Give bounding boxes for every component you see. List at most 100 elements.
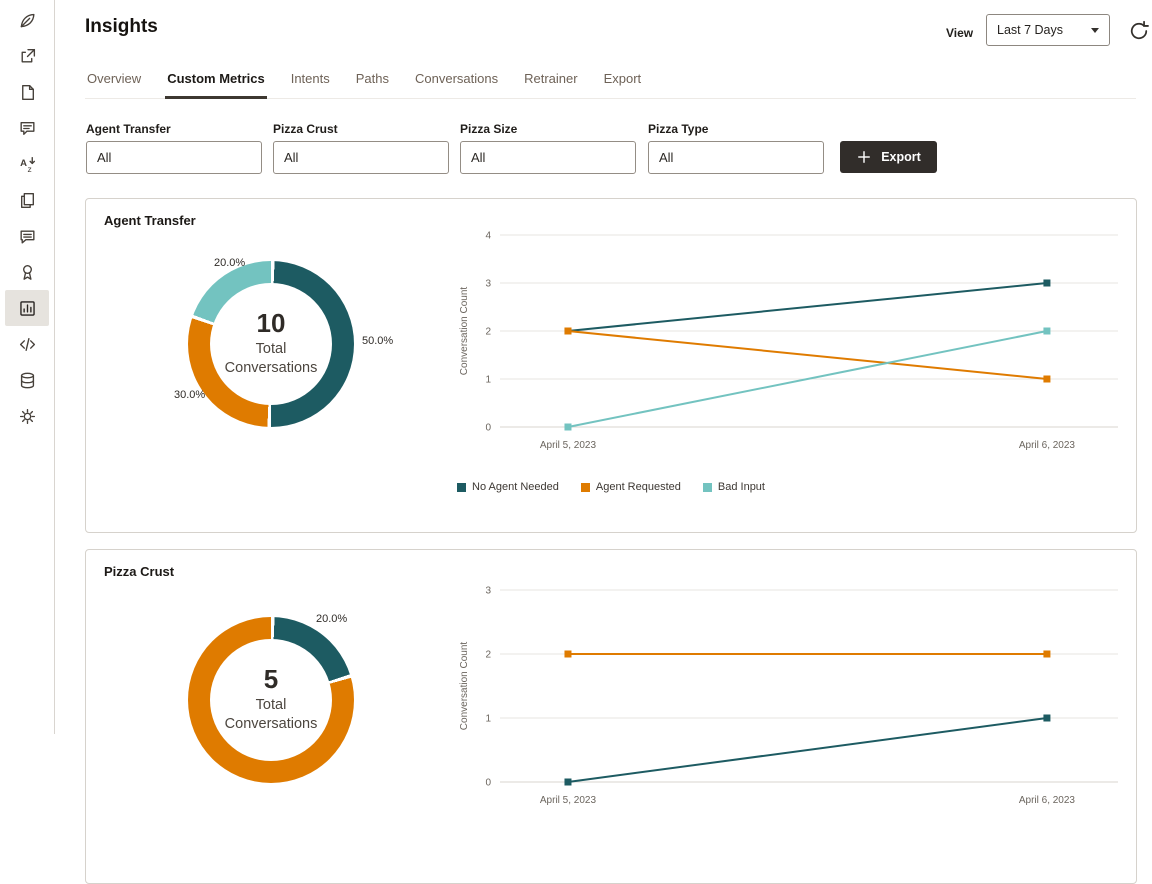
release-icon bbox=[21, 48, 35, 62]
filter-value: All bbox=[97, 150, 112, 165]
filter-value: All bbox=[471, 150, 486, 165]
plus-icon bbox=[858, 151, 870, 163]
sidebar-item-feather[interactable] bbox=[5, 2, 49, 38]
export-button-label: Export bbox=[881, 150, 921, 164]
filter-value: All bbox=[284, 150, 299, 165]
svg-text:3: 3 bbox=[485, 279, 491, 290]
code-icon bbox=[19, 337, 35, 351]
export-button[interactable]: Export bbox=[840, 141, 937, 173]
filter-label: Pizza Crust bbox=[273, 122, 338, 136]
svg-text:1: 1 bbox=[485, 375, 491, 386]
donut-total-label: Total Conversations bbox=[224, 696, 318, 733]
card-agent-transfer: Agent Transfer 10 Total Conversations 20… bbox=[85, 198, 1137, 533]
legend-label: No Agent Needed bbox=[472, 481, 559, 493]
refresh-button[interactable] bbox=[1128, 20, 1150, 42]
filter-label: Agent Transfer bbox=[86, 122, 171, 136]
pizza-crust-donut-chart: 5 Total Conversations bbox=[188, 617, 354, 783]
badge-icon bbox=[22, 264, 32, 280]
chevron-down-icon bbox=[1091, 27, 1099, 33]
filter-agent-transfer: Agent Transfer All bbox=[86, 122, 262, 174]
card-title: Agent Transfer bbox=[104, 213, 196, 228]
tab-custom-metrics[interactable]: Custom Metrics bbox=[165, 71, 267, 99]
donut-percent-label: 50.0% bbox=[362, 335, 394, 347]
donut-percent-label: 20.0% bbox=[316, 613, 348, 625]
svg-text:2: 2 bbox=[485, 327, 491, 338]
view-label: View bbox=[946, 26, 974, 40]
tab-bar: Overview Custom Metrics Intents Paths Co… bbox=[85, 71, 1136, 99]
insights-icon bbox=[19, 300, 35, 316]
tab-export[interactable]: Export bbox=[603, 71, 642, 86]
filter-pizza-type: Pizza Type All bbox=[648, 122, 824, 174]
donut-total-value: 5 bbox=[263, 664, 279, 695]
donut-center: 5 Total Conversations bbox=[210, 639, 332, 761]
tab-retrainer[interactable]: Retrainer bbox=[524, 71, 578, 86]
pizza-crust-line-chart: 0 1 2 3 Conversation Count April 5, 2023 April… bbox=[459, 586, 1118, 806]
card-pizza-crust: Pizza Crust 5 Total Conversations 20.0% … bbox=[85, 549, 1137, 884]
filter-agent-transfer-input[interactable]: All bbox=[86, 141, 262, 174]
refresh-icon bbox=[1130, 20, 1149, 40]
chat-icon bbox=[19, 121, 35, 135]
svg-text:z: z bbox=[27, 163, 31, 173]
svg-text:A: A bbox=[20, 158, 27, 169]
svg-text:April 6, 2023: April 6, 2023 bbox=[1019, 440, 1076, 451]
svg-text:April 5, 2023: April 5, 2023 bbox=[540, 795, 597, 806]
svg-text:Conversation Count: Conversation Count bbox=[459, 287, 470, 376]
sidebar-item-code[interactable] bbox=[5, 326, 49, 362]
svg-text:2: 2 bbox=[485, 650, 491, 661]
agent-transfer-donut-chart: 10 Total Conversations bbox=[188, 261, 354, 427]
tab-conversations[interactable]: Conversations bbox=[415, 71, 499, 86]
donut-total-label: Total Conversations bbox=[224, 340, 318, 377]
conversation-icon bbox=[19, 230, 35, 244]
sidebar-item-file[interactable] bbox=[5, 74, 49, 110]
sidebar-item-badge[interactable] bbox=[5, 254, 49, 290]
svg-text:1: 1 bbox=[485, 714, 491, 725]
tab-overview[interactable]: Overview bbox=[87, 71, 142, 86]
legend-label: Bad Input bbox=[717, 481, 765, 493]
chart-legend: No Agent Needed Agent Requested Bad Inpu… bbox=[86, 481, 1136, 493]
svg-text:4: 4 bbox=[485, 231, 491, 242]
sidebar-item-copy[interactable] bbox=[5, 182, 49, 218]
svg-text:Conversation Count: Conversation Count bbox=[459, 642, 470, 731]
filter-pizza-size: Pizza Size All bbox=[460, 122, 636, 174]
filter-pizza-type-input[interactable]: All bbox=[648, 141, 824, 174]
legend-swatch bbox=[457, 482, 467, 492]
settings-icon bbox=[19, 408, 35, 424]
page-title: Insights bbox=[85, 16, 158, 37]
legend-item: Bad Input bbox=[702, 481, 765, 493]
tab-intents[interactable]: Intents bbox=[290, 71, 330, 86]
svg-text:3: 3 bbox=[485, 586, 491, 597]
feather-icon bbox=[20, 13, 35, 27]
agent-transfer-line-chart: 0 1 2 3 4 Conversation Count April 5, 2023 Apri… bbox=[459, 231, 1118, 451]
period-dropdown[interactable]: Last 7 Days bbox=[986, 14, 1110, 46]
legend-item: Agent Requested bbox=[580, 481, 681, 493]
tab-paths[interactable]: Paths bbox=[355, 71, 389, 86]
sidebar-item-settings[interactable] bbox=[5, 398, 49, 434]
svg-text:April 5, 2023: April 5, 2023 bbox=[540, 440, 597, 451]
svg-text:0: 0 bbox=[485, 423, 491, 434]
file-icon bbox=[21, 84, 34, 100]
filter-value: All bbox=[659, 150, 674, 165]
legend-label: Agent Requested bbox=[595, 481, 681, 493]
legend-swatch bbox=[702, 482, 712, 492]
sidebar-item-insights[interactable] bbox=[5, 290, 49, 326]
donut-center: 10 Total Conversations bbox=[210, 283, 332, 405]
period-value: Last 7 Days bbox=[997, 23, 1064, 37]
sidebar-item-conversation[interactable] bbox=[5, 218, 49, 254]
sidebar-item-release[interactable] bbox=[5, 38, 49, 74]
filter-label: Pizza Type bbox=[648, 122, 709, 136]
sidebar-item-chat[interactable] bbox=[5, 110, 49, 146]
donut-percent-label: 20.0% bbox=[214, 257, 246, 269]
copy-icon bbox=[20, 192, 34, 208]
filter-pizza-crust-input[interactable]: All bbox=[273, 141, 449, 174]
sidebar-item-database[interactable] bbox=[5, 362, 49, 398]
legend-swatch bbox=[580, 482, 590, 492]
database-icon bbox=[20, 372, 34, 388]
svg-text:0: 0 bbox=[485, 778, 491, 789]
svg-text:April 6, 2023: April 6, 2023 bbox=[1019, 795, 1076, 806]
filter-pizza-size-input[interactable]: All bbox=[460, 141, 636, 174]
donut-total-value: 10 bbox=[256, 308, 286, 339]
donut-percent-label: 30.0% bbox=[174, 389, 206, 401]
